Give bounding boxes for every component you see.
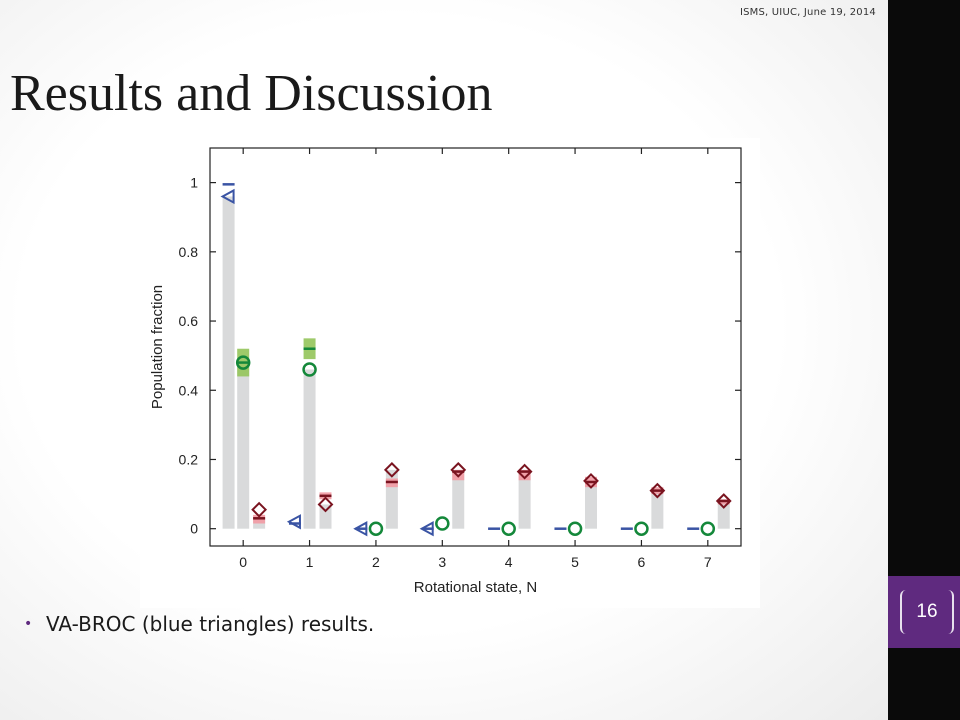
bar-dark-red-4 [518,471,531,529]
chart-figure: 0 0.2 0.4 0.6 0.8 1 0 1 2 3 4 5 6 7 Rotational state, … [140,138,760,608]
bar-dark-red-6 [651,490,664,529]
bullet-text: VA-BROC (blue triangles) results. [46,612,375,636]
page-number-brackets [900,590,954,634]
bar-dark-red-3 [452,469,465,529]
bar-dark-red-1 [319,504,332,529]
marker-blue-2 [353,521,368,537]
x-tick-label-2: 2 [372,554,380,570]
y-axis-label: Population fraction [149,285,166,409]
marker-green-0 [235,355,251,370]
marker-green-1 [302,362,317,377]
bar-green-0 [237,362,250,529]
marker-blue-1 [286,514,301,530]
y-tick-label-0: 0 [190,521,198,537]
y-tick-label-0.4: 0.4 [179,382,199,398]
marker-dark-red-0 [251,501,268,518]
marker-green-3 [435,516,450,531]
band-dark-red-4 [518,469,531,481]
marker-blue-0 [220,188,235,205]
marker-dark-red-5 [583,473,599,489]
y-tick-label-0.6: 0.6 [179,313,199,329]
marker-green-7 [700,521,716,536]
x-tick-label-1: 1 [306,554,314,570]
x-tick-label-6: 6 [638,554,646,570]
bullet-item: • VA-BROC (blue triangles) results. [24,610,374,638]
slide-title: Results and Discussion [10,65,493,122]
bar-dark-red-5 [584,481,597,529]
bar-dark-red-7 [717,501,730,529]
y-tick-label-0.8: 0.8 [179,244,199,260]
marker-blue-3 [419,521,434,537]
x-tick-label-7: 7 [704,554,712,570]
marker-green-4 [501,521,516,536]
marker-dark-red-4 [516,463,533,480]
y-tick-label-0.2: 0.2 [179,451,199,467]
x-axis-label: Rotational state, N [414,579,537,596]
x-tick-label-5: 5 [571,554,579,570]
marker-dark-red-1 [317,496,334,513]
bar-blue-0 [222,196,235,529]
marker-dark-red-7 [715,493,732,509]
marker-green-6 [634,521,649,536]
population-chart: 0 0.2 0.4 0.6 0.8 1 0 1 2 3 4 5 6 7 Rotational state, … [149,147,742,596]
bar-green-1 [303,369,316,529]
y-tick-label-1: 1 [190,175,198,191]
bullet-dot-icon: • [24,616,33,632]
x-tick-label-3: 3 [438,554,446,570]
plot-frame [209,147,742,547]
bar-dark-red-0 [253,518,266,529]
marker-dark-red-6 [649,482,666,499]
marker-dark-red-2 [383,461,400,478]
marker-dark-red-3 [450,461,467,478]
x-tick-label-4: 4 [505,554,513,570]
header-note: ISMS, UIUC, June 19, 2014 [739,7,876,18]
marker-green-5 [567,521,583,536]
page-number: 16 [916,601,938,622]
marker-green-2 [368,521,384,536]
x-tick-label-0: 0 [239,554,247,570]
